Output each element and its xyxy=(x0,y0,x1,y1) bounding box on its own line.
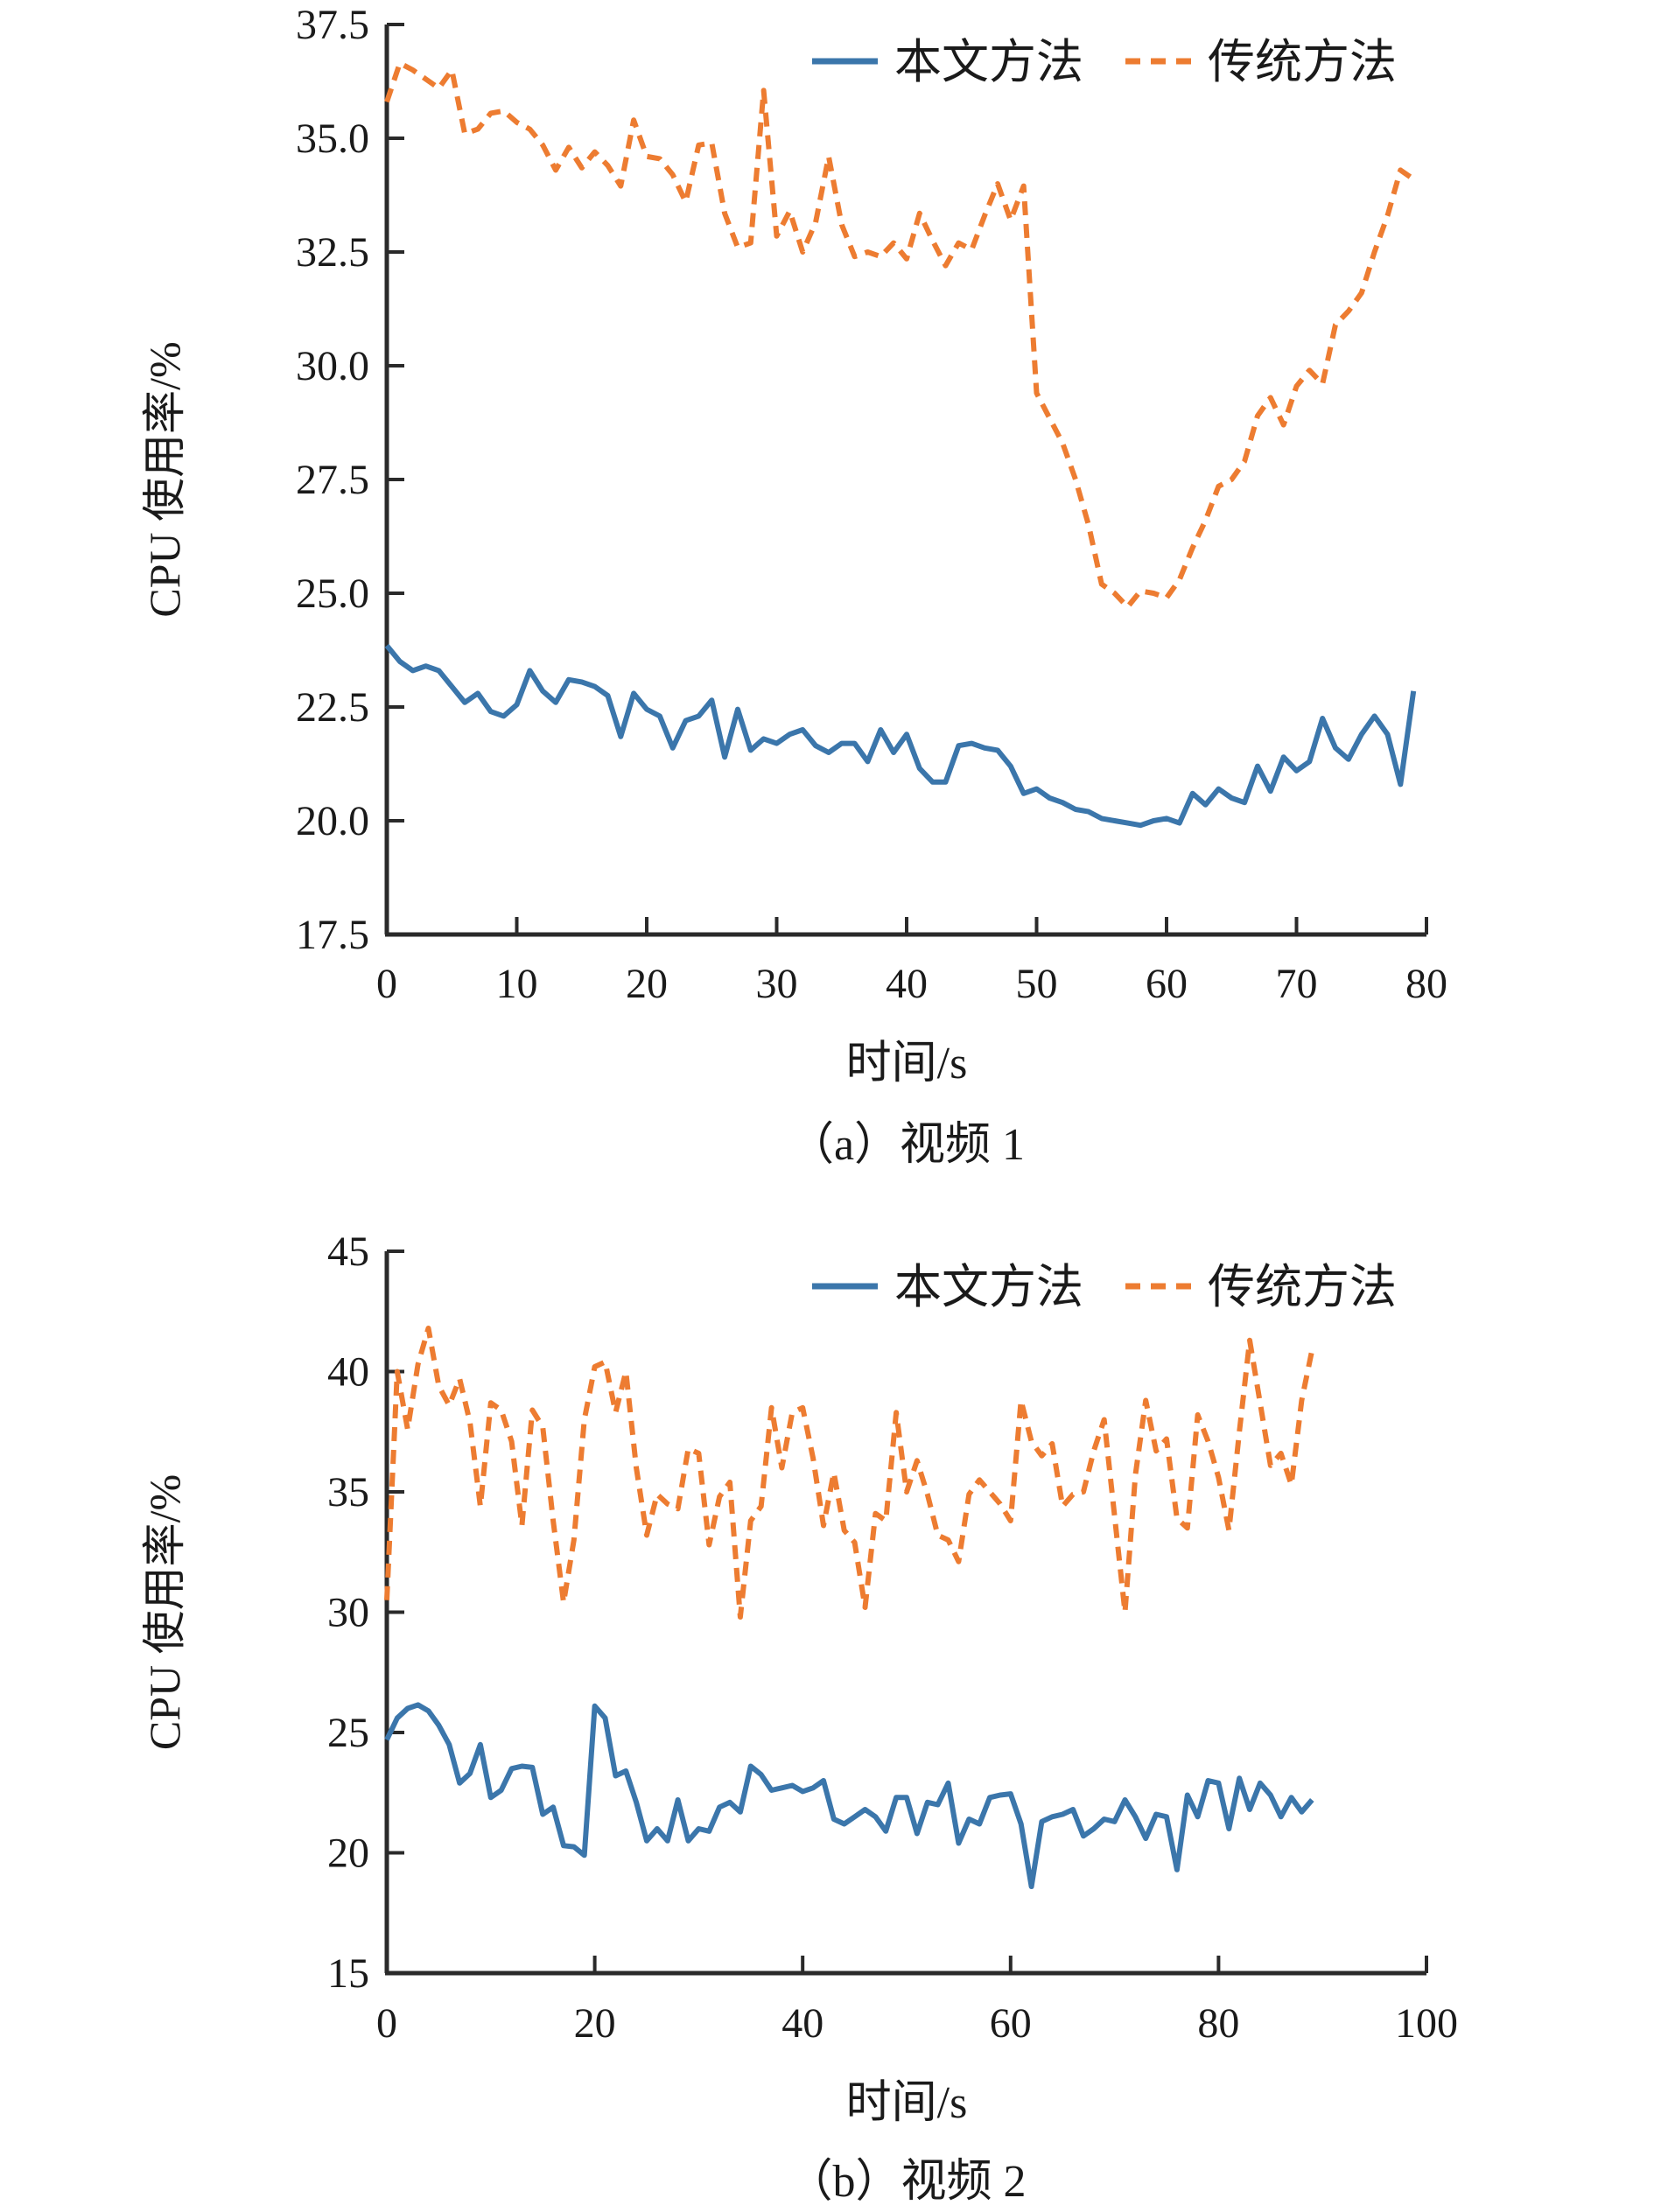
y-tick-label: 27.5 xyxy=(296,457,369,503)
subfigure-caption: （b）视频 2 xyxy=(787,2157,1026,2207)
x-tick-label: 100 xyxy=(1395,2000,1458,2047)
series-line-0 xyxy=(384,643,1417,829)
x-tick-label: 60 xyxy=(990,2000,1032,2047)
x-tick-label: 40 xyxy=(781,2000,823,2047)
series-line-1 xyxy=(384,60,1415,610)
y-tick-label: 37.5 xyxy=(296,2,369,48)
y-tick-label: 20.0 xyxy=(296,798,369,844)
x-tick-label: 20 xyxy=(626,961,668,1007)
y-tick-label: 40 xyxy=(327,1349,369,1396)
x-tick-label: 50 xyxy=(1016,961,1058,1007)
legend-label-0: 本文方法 xyxy=(894,1261,1083,1313)
y-tick-label: 45 xyxy=(327,1228,369,1275)
y-tick-label: 22.5 xyxy=(296,684,369,731)
x-axis-label: 时间/s xyxy=(846,2078,968,2128)
y-tick-label: 30.0 xyxy=(296,343,369,389)
y-tick-label: 35.0 xyxy=(296,116,369,162)
y-tick-label: 32.5 xyxy=(296,229,369,276)
x-tick-label: 10 xyxy=(496,961,538,1007)
x-tick-label: 30 xyxy=(756,961,798,1007)
x-tick-label: 0 xyxy=(376,2000,397,2047)
legend-label-0: 本文方法 xyxy=(894,36,1083,88)
y-axis-label: CPU 使用率/% xyxy=(140,1474,189,1750)
y-tick-label: 25 xyxy=(327,1710,369,1756)
y-tick-label: 30 xyxy=(327,1590,369,1636)
subfigure-caption: （a）视频 1 xyxy=(788,1120,1025,1164)
x-tick-label: 20 xyxy=(574,2000,616,2047)
x-tick-label: 80 xyxy=(1405,961,1447,1007)
chart-a-svg: 17.5 20.0 22.5 25.0 27.5 30.0 32.5 35.0 37.5 0 10 2… xyxy=(140,2,1447,1164)
legend-label-1: 传统方法 xyxy=(1208,36,1397,88)
y-tick-label: 35 xyxy=(327,1469,369,1516)
series-line-0 xyxy=(384,1702,1314,1889)
x-tick-label: 0 xyxy=(376,961,397,1007)
y-tick-label: 17.5 xyxy=(296,912,369,958)
x-tick-label: 70 xyxy=(1276,961,1318,1007)
x-axis-label: 时间/s xyxy=(846,1039,968,1088)
x-tick-label: 80 xyxy=(1197,2000,1239,2047)
y-tick-label: 20 xyxy=(327,1830,369,1877)
x-tick-label: 60 xyxy=(1146,961,1188,1007)
y-axis-label: CPU 使用率/% xyxy=(140,341,189,617)
y-tick-label: 25.0 xyxy=(296,570,369,617)
series-line-1 xyxy=(384,1326,1315,1620)
y-tick-label: 15 xyxy=(327,1950,369,1997)
x-tick-label: 40 xyxy=(886,961,928,1007)
chart-b-svg: 15 20 25 30 35 40 45 0 20 40 60 80 100 时间/s CPU 使用率/% 本… xyxy=(140,1228,1458,2207)
legend-label-1: 传统方法 xyxy=(1208,1261,1397,1313)
